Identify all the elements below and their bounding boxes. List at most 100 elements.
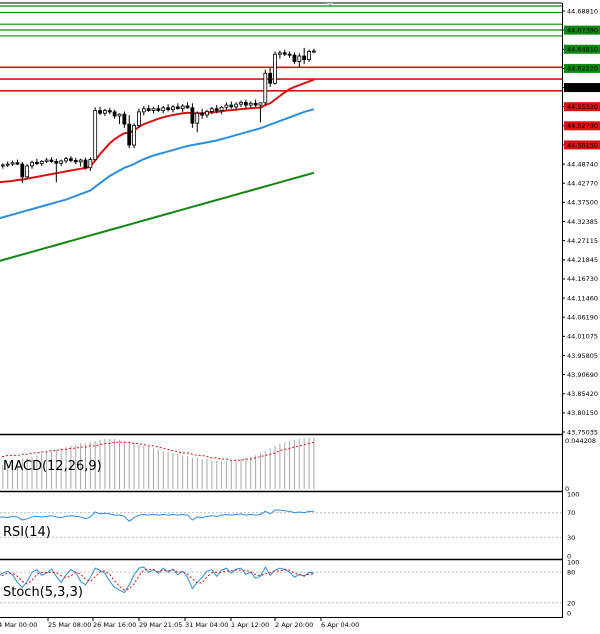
rsi-tick-label: 100: [567, 491, 579, 499]
candle-body: [20, 163, 25, 178]
candle-body: [180, 105, 185, 110]
price-tick-label: 44.67390: [567, 26, 598, 34]
price-tick-label: 44.48740: [567, 160, 598, 168]
candle-body: [49, 159, 54, 162]
shift-marker-icon: [327, 3, 333, 6]
candle-body: [59, 160, 64, 164]
candle-body: [156, 108, 161, 111]
ma-line-blue: [0, 108, 315, 220]
candle-body: [229, 104, 234, 108]
candle-body: [83, 159, 88, 169]
candle-body: [25, 165, 30, 178]
stoch-k-line: [0, 566, 315, 594]
candle-body: [258, 102, 263, 106]
candle-body: [151, 108, 156, 111]
rsi-line: [0, 509, 314, 522]
candle-body: [200, 112, 205, 116]
candle-body: [146, 108, 151, 111]
macd-tick-label: 0.044208: [565, 437, 596, 445]
candle-body: [39, 161, 44, 165]
candle-body: [137, 111, 141, 126]
macd-signal-line: [0, 441, 315, 461]
candle-body: [107, 110, 112, 113]
price-tick-label: 44.16730: [567, 275, 598, 283]
price-label-badge: [564, 25, 600, 35]
candle-body: [98, 110, 102, 114]
rsi-label: RSI(14): [3, 525, 51, 540]
candle-body: [185, 105, 190, 109]
ma-line-green: [0, 171, 315, 262]
candle-body: [93, 110, 98, 160]
time-tick-label: 1 Apr 12:00: [231, 621, 269, 629]
candle-body: [175, 106, 180, 110]
price-label-badge: [564, 63, 600, 73]
time-tick-label: 31 Mar 04:00: [185, 621, 228, 629]
candle-body: [30, 161, 34, 167]
candle-body: [214, 108, 219, 111]
candle-body: [311, 50, 316, 53]
candle-body: [0, 164, 5, 167]
candle-body: [54, 161, 59, 164]
price-tick-label: 43.95805: [567, 352, 598, 360]
candle-body: [307, 51, 311, 61]
time-tick-label: 26 Mar 16:00: [93, 621, 136, 629]
stoch-tick-label: 0: [567, 610, 571, 618]
candle-body: [209, 108, 214, 112]
price-label-badge: [564, 83, 600, 93]
price-tick-label: 44.42770: [567, 180, 598, 188]
time-tick-label: 2 Apr 20:00: [275, 621, 313, 629]
candle-body: [297, 55, 302, 62]
candle-body: [234, 103, 239, 108]
price-tick-label: 44.62220: [567, 65, 598, 73]
candle-body: [171, 106, 175, 111]
price-tick-label: 44.11460: [567, 294, 598, 302]
candle-body: [243, 101, 248, 106]
candle-body: [224, 104, 229, 108]
candle-body: [161, 107, 166, 111]
time-tick-label: 6 Apr 04:00: [321, 621, 359, 629]
price-tick-label: 43.75035: [567, 428, 598, 436]
price-tick-label: 43.85420: [567, 390, 598, 398]
price-tick-label: 44.68810: [567, 7, 598, 15]
candle-body: [34, 161, 39, 165]
candle-body: [10, 162, 15, 165]
candle-body: [73, 160, 78, 163]
price-label-badge: [564, 44, 600, 54]
candle-body: [287, 53, 292, 56]
candle-body: [292, 54, 297, 62]
candle-body: [15, 162, 20, 165]
candle-body: [64, 158, 68, 162]
price-label-badge: [564, 121, 600, 131]
candle-body: [273, 53, 277, 84]
candle-body: [132, 125, 136, 146]
time-tick-label: 29 Mar 21:05: [139, 621, 182, 629]
candle-body: [122, 113, 127, 125]
candle-body: [88, 159, 93, 169]
candle-body: [282, 52, 287, 55]
stoch-d-line: [0, 568, 314, 591]
price-label-badge: [564, 140, 600, 150]
stoch-label: Stoch(5,3,3): [3, 585, 83, 600]
price-tick-label: 44.32385: [567, 218, 598, 226]
candle-body: [205, 111, 209, 116]
candle-body: [302, 55, 307, 61]
time-tick-label: 24 Mar 00:00: [0, 621, 37, 629]
time-tick-label: 25 Mar 08:00: [48, 621, 91, 629]
price-tick-label: 43.80150: [567, 409, 598, 417]
price-tick-label: 44.27115: [567, 237, 598, 245]
stoch-tick-label: 20: [567, 599, 575, 607]
price-tick-label: 44.21845: [567, 256, 598, 264]
price-label-badge: [564, 102, 600, 112]
candle-body: [141, 108, 146, 113]
candle-body: [127, 123, 132, 146]
candle-body: [268, 72, 273, 84]
price-tick-label: 44.06190: [567, 313, 598, 321]
candle-body: [248, 102, 253, 106]
candle-body: [190, 107, 195, 124]
candle-body: [69, 158, 73, 161]
rsi-tick-label: 0: [567, 553, 571, 561]
candle-body: [277, 52, 282, 55]
price-tick-label: 44.64810: [567, 46, 598, 54]
candle-body: [239, 101, 243, 105]
